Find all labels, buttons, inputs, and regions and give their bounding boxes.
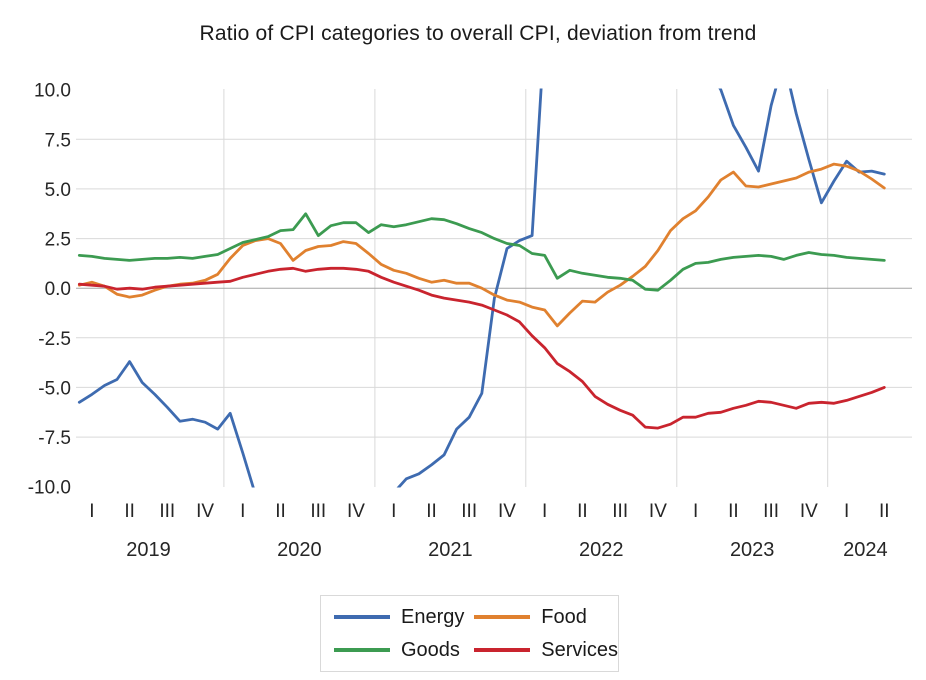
- chart-title: Ratio of CPI categories to overall CPI, …: [199, 22, 757, 45]
- quarter-tick-label: II: [124, 501, 135, 522]
- series-line-services: [77, 266, 886, 430]
- y-tick-label: 7.5: [45, 130, 71, 151]
- series-line-food: [77, 162, 886, 328]
- quarter-tick-label: IV: [498, 501, 516, 522]
- quarter-tick-label: II: [728, 501, 739, 522]
- legend-item-goods: Goods: [334, 639, 474, 662]
- legend-item-energy: Energy: [334, 606, 474, 629]
- y-tick-label: 5.0: [45, 180, 71, 201]
- quarter-tick-label: IV: [196, 501, 214, 522]
- y-tick-label: -7.5: [38, 428, 71, 449]
- energy-line-swatch: [334, 615, 390, 619]
- y-tick-label: -5.0: [38, 378, 71, 399]
- y-tick-label: 10.0: [34, 81, 71, 102]
- quarter-tick-label: III: [763, 501, 779, 522]
- year-label: 2024: [843, 539, 888, 561]
- quarter-tick-label: III: [159, 501, 175, 522]
- y-tick-label: -2.5: [38, 329, 71, 350]
- quarter-tick-label: III: [612, 501, 628, 522]
- goods-line-swatch: [334, 648, 390, 652]
- quarter-tick-label: II: [577, 501, 588, 522]
- services-line-swatch: [474, 648, 531, 652]
- y-tick-label: -10.0: [28, 478, 71, 499]
- quarter-tick-label: I: [693, 501, 698, 522]
- quarter-tick-label: I: [542, 501, 547, 522]
- quarter-tick-label: II: [879, 501, 890, 522]
- quarter-tick-label: IV: [347, 501, 365, 522]
- quarter-tick-label: IV: [649, 501, 667, 522]
- legend-label-energy: Energy: [401, 605, 465, 628]
- series-line-goods: [77, 212, 886, 292]
- year-label: 2021: [428, 539, 473, 561]
- quarter-tick-label: III: [461, 501, 477, 522]
- year-label: 2022: [579, 539, 624, 561]
- y-tick-label: 0.0: [45, 279, 71, 300]
- quarter-tick-label: I: [391, 501, 396, 522]
- series-line-energy: [77, 88, 886, 488]
- legend-label-services: Services: [541, 638, 618, 661]
- year-label: 2019: [126, 539, 171, 561]
- legend: Energy Food Goods Services: [320, 595, 619, 672]
- quarter-tick-label: I: [844, 501, 849, 522]
- quarter-tick-label: III: [310, 501, 326, 522]
- legend-item-food: Food: [474, 606, 618, 629]
- quarter-tick-label: I: [240, 501, 245, 522]
- quarter-tick-label: II: [426, 501, 437, 522]
- year-label: 2023: [730, 539, 775, 561]
- y-tick-label: 2.5: [45, 230, 71, 251]
- food-line-swatch: [474, 615, 531, 619]
- quarter-tick-label: I: [89, 501, 94, 522]
- year-label: 2020: [277, 539, 322, 561]
- legend-item-services: Services: [474, 639, 618, 662]
- legend-label-food: Food: [541, 605, 587, 628]
- quarter-tick-label: II: [275, 501, 286, 522]
- quarter-tick-label: IV: [800, 501, 818, 522]
- legend-label-goods: Goods: [401, 638, 460, 661]
